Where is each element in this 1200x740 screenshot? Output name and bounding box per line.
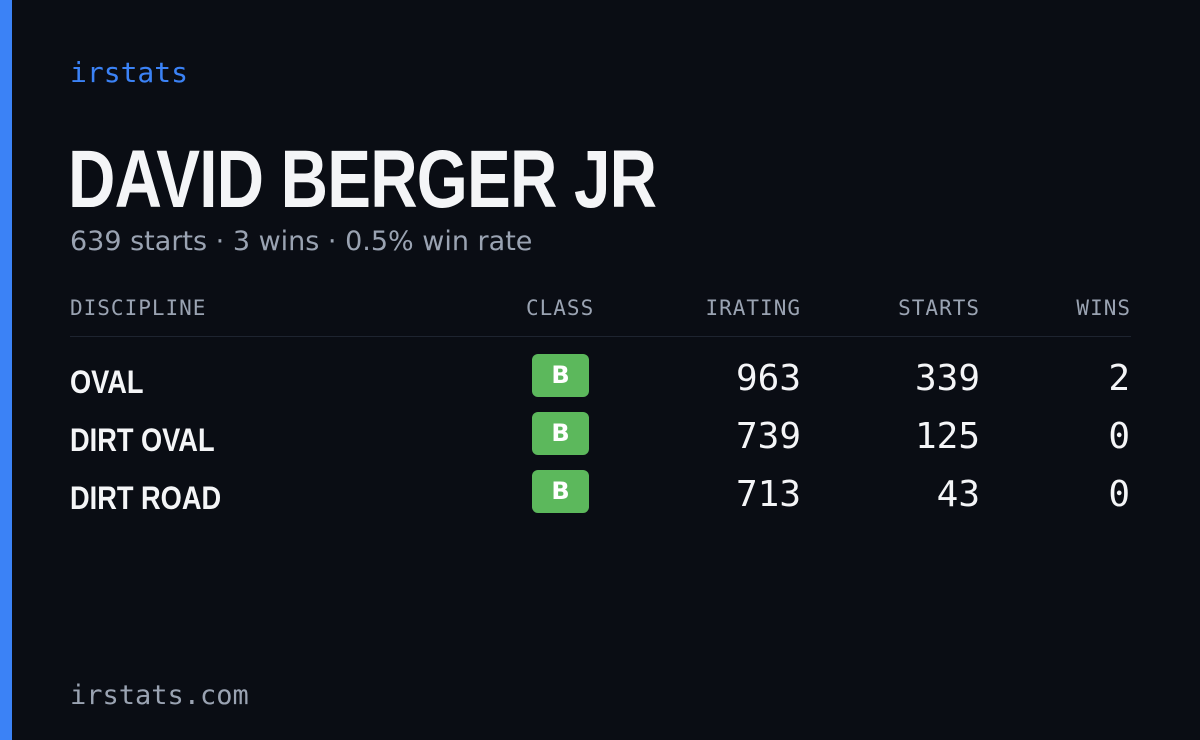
starts-value: 43 [936, 474, 980, 515]
table-row-dirt-oval: DIRT OVAL B 739 125 0 [70, 412, 1131, 458]
column-header-starts: STARTS [898, 296, 980, 320]
starts-value: 339 [914, 358, 980, 399]
discipline-name: OVAL [70, 364, 144, 400]
class-badge: B [532, 412, 589, 455]
wins-value: 0 [1108, 474, 1130, 515]
discipline-name: DIRT ROAD [70, 480, 222, 516]
irating-value: 739 [735, 416, 801, 457]
column-header-wins: WINS [1076, 296, 1131, 320]
column-header-class: CLASS [526, 296, 595, 320]
driver-summary: 639 starts · 3 wins · 0.5% win rate [70, 226, 533, 257]
irating-value: 963 [735, 358, 801, 399]
footer-site-url: irstats.com [70, 680, 249, 711]
driver-name: DAVID BERGER JR [68, 134, 657, 225]
class-badge: B [532, 354, 589, 397]
brand-logo: irstats [70, 56, 189, 89]
class-badge: B [532, 470, 589, 513]
starts-value: 125 [914, 416, 980, 457]
wins-value: 2 [1108, 358, 1130, 399]
table-row-oval: OVAL B 963 339 2 [70, 354, 1131, 400]
accent-bar [0, 0, 12, 740]
discipline-name: DIRT OVAL [70, 422, 215, 458]
table-row-dirt-road: DIRT ROAD B 713 43 0 [70, 470, 1131, 516]
header-divider [70, 336, 1131, 337]
irating-value: 713 [735, 474, 801, 515]
column-header-irating: IRATING [705, 296, 801, 320]
wins-value: 0 [1108, 416, 1130, 457]
column-header-discipline: DISCIPLINE [70, 296, 207, 320]
